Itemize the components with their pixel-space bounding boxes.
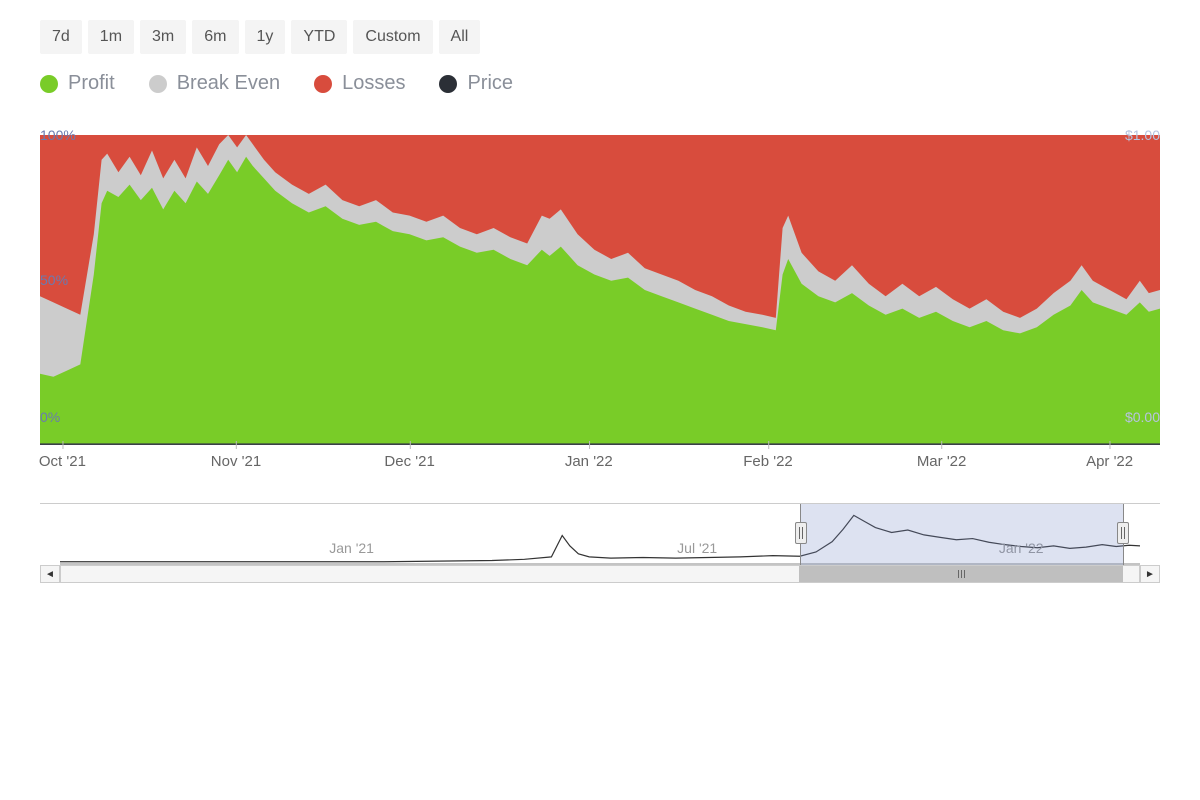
x-tick: Mar '22 [917, 453, 967, 470]
legend-item-profit[interactable]: Profit [40, 72, 115, 95]
range-btn-custom[interactable]: Custom [353, 20, 432, 54]
legend-dot-icon [40, 75, 58, 93]
legend-label: Break Even [177, 72, 280, 95]
navigator-handle-left[interactable] [795, 522, 807, 544]
legend-dot-icon [439, 75, 457, 93]
range-btn-all[interactable]: All [439, 20, 481, 54]
navigator-scroll-left[interactable]: ◄ [40, 565, 60, 583]
x-tick: Oct '21 [39, 453, 86, 470]
x-tick: Dec '21 [384, 453, 434, 470]
chart-legend: Profit Break Even Losses Price [40, 72, 1160, 95]
x-tick: Nov '21 [211, 453, 261, 470]
range-btn-6m[interactable]: 6m [192, 20, 238, 54]
legend-item-break-even[interactable]: Break Even [149, 72, 280, 95]
legend-item-price[interactable]: Price [439, 72, 513, 95]
navigator-x-label: Jan '21 [329, 540, 374, 556]
navigator-scroll-thumb[interactable] [799, 566, 1122, 582]
navigator-selection[interactable] [800, 504, 1124, 565]
range-selector: 7d1m3m6m1yYTDCustomAll [40, 20, 1160, 54]
range-btn-1m[interactable]: 1m [88, 20, 134, 54]
range-btn-1y[interactable]: 1y [245, 20, 286, 54]
legend-label: Losses [342, 72, 405, 95]
range-btn-7d[interactable]: 7d [40, 20, 82, 54]
navigator-scroll-right[interactable]: ► [1140, 565, 1160, 583]
legend-dot-icon [314, 75, 332, 93]
range-btn-3m[interactable]: 3m [140, 20, 186, 54]
navigator-x-label: Jul '21 [677, 540, 717, 556]
navigator-scrollbar[interactable] [60, 565, 1140, 583]
legend-label: Profit [68, 72, 115, 95]
legend-dot-icon [149, 75, 167, 93]
legend-item-losses[interactable]: Losses [314, 72, 405, 95]
legend-label: Price [467, 72, 513, 95]
x-tick: Jan '22 [565, 453, 613, 470]
x-tick: Feb '22 [743, 453, 793, 470]
range-btn-ytd[interactable]: YTD [291, 20, 347, 54]
main-chart[interactable]: 0%50%100% $0.00$1.00 Oct '21Nov '21Dec '… [40, 135, 1160, 445]
navigator-handle-right[interactable] [1117, 522, 1129, 544]
range-navigator[interactable]: Jan '21Jul '21Jan '22 ◄ ► [40, 503, 1160, 583]
x-tick: Apr '22 [1086, 453, 1133, 470]
